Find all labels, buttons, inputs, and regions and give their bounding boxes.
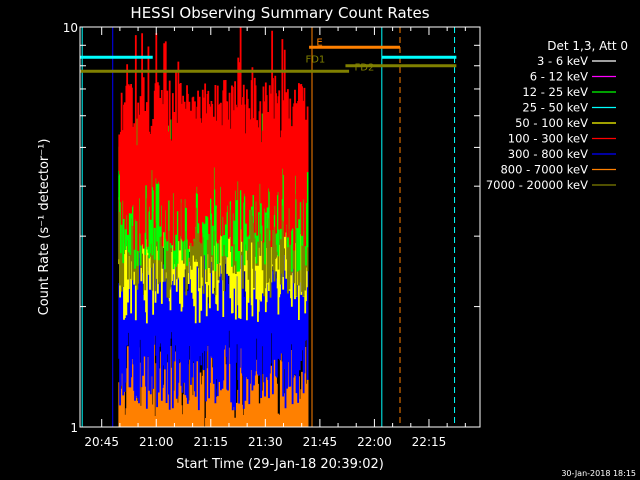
x-tick-label-0: 20:45 — [84, 435, 119, 449]
x-axis-label: Start Time (29-Jan-18 20:39:02) — [176, 457, 384, 472]
plot-frame — [79, 26, 481, 428]
legend-label-3: 25 - 50 keV — [522, 101, 588, 115]
x-tick-label-1: 21:00 — [139, 435, 174, 449]
annotation-e: E — [316, 37, 322, 48]
chart-title: HESSI Observing Summary Count Rates — [130, 4, 429, 22]
legend-label-4: 50 - 100 keV — [515, 116, 588, 130]
legend-label-6: 300 - 800 keV — [508, 147, 588, 161]
legend-label-8: 7000 - 20000 keV — [486, 178, 588, 192]
x-tick-label-5: 22:00 — [357, 435, 392, 449]
legend-label-2: 12 - 25 keV — [522, 85, 588, 99]
legend-label-7: 800 - 7000 keV — [500, 163, 588, 177]
x-tick-label-3: 21:30 — [248, 435, 283, 449]
x-tick-label-4: 21:45 — [303, 435, 338, 449]
footer-timestamp: 30-Jan-2018 18:15 — [561, 469, 636, 478]
y-axis-label: Count Rate (s⁻¹ detector⁻¹) — [37, 139, 52, 316]
y-tick-label-1: 1 — [70, 421, 78, 435]
trace-5 — [118, 27, 309, 251]
legend-label-0: 3 - 6 keV — [537, 54, 588, 68]
x-tick-label-6: 22:15 — [412, 435, 447, 449]
legend-label-1: 6 - 12 keV — [530, 70, 588, 84]
x-tick-label-2: 21:15 — [193, 435, 228, 449]
annotation-fd2: FD2 — [355, 63, 375, 74]
series-100-300keV — [118, 27, 309, 251]
annotation-fd1: FD1 — [305, 55, 325, 66]
legend-header: Det 1,3, Att 0 — [547, 39, 628, 53]
y-tick-label-10: 10 — [63, 21, 78, 35]
legend-label-5: 100 - 300 keV — [508, 132, 588, 146]
